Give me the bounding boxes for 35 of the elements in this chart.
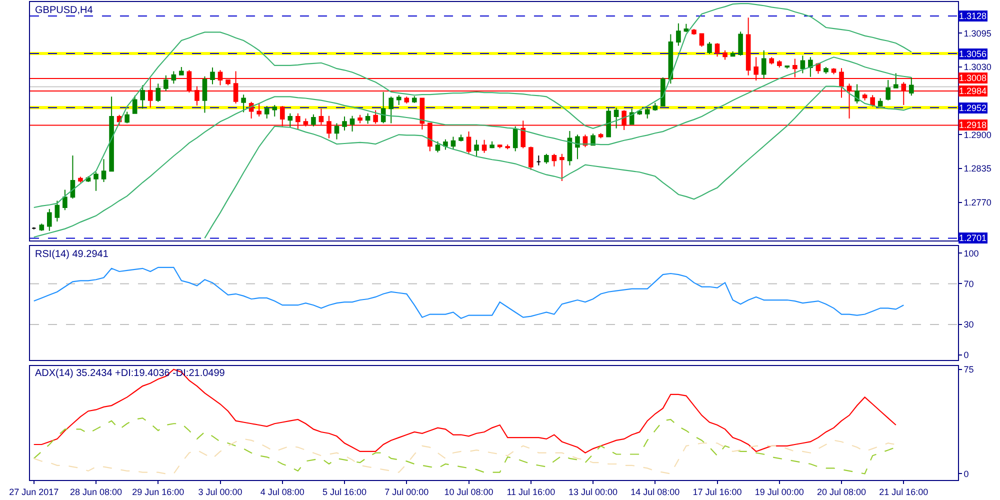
- ref-line-label: 1.2918: [959, 120, 987, 130]
- y-tick-label: 0: [964, 350, 969, 360]
- x-tick-label: 5 Jul 16:00: [322, 486, 367, 497]
- x-tick-label: 11 Jul 16:00: [506, 486, 556, 497]
- ref-line-label: 1.3008: [959, 73, 987, 83]
- ref-line-label: 1.2984: [959, 86, 987, 96]
- x-tick-label: 27 Jun 2017: [9, 486, 59, 497]
- ref-line-label: 1.3128: [959, 11, 987, 21]
- x-tick-label: 3 Jul 00:00: [198, 486, 242, 497]
- x-tick-label: 28 Jun 08:00: [70, 486, 122, 497]
- ref-line-label: 1.2701: [959, 233, 987, 243]
- ref-line-label: 1.2952: [959, 103, 987, 113]
- y-tick-label: 70: [964, 278, 974, 289]
- y-tick-label: 1.3095: [964, 28, 992, 38]
- y-tick-label: 100: [964, 248, 979, 258]
- chart-title: GBPUSD,H4: [35, 5, 94, 16]
- x-tick-label: 7 Jul 00:00: [384, 486, 429, 497]
- y-tick-label: 1.2835: [964, 164, 992, 174]
- x-tick-label: 10 Jul 08:00: [444, 486, 494, 497]
- x-tick-label: 29 Jun 16:00: [132, 486, 184, 497]
- x-tick-label: 21 Jul 16:00: [879, 486, 928, 497]
- ref-line-label: 1.3056: [959, 49, 987, 59]
- x-tick-label: 17 Jul 16:00: [692, 486, 742, 497]
- y-tick-label: 75: [964, 364, 974, 374]
- y-tick-label: 0: [964, 468, 969, 479]
- chart-title: RSI(14) 49.2941: [35, 249, 109, 260]
- y-tick-label: 30: [964, 320, 974, 330]
- x-tick-label: 14 Jul 08:00: [630, 486, 680, 497]
- y-tick-label: 1.2770: [964, 197, 992, 208]
- x-tick-label: 20 Jul 08:00: [816, 486, 866, 497]
- x-tick-label: 4 Jul 08:00: [260, 486, 304, 497]
- y-tick-label: 1.3030: [964, 62, 992, 72]
- y-tick-label: 1.2900: [964, 130, 992, 140]
- x-tick-label: 13 Jul 00:00: [568, 486, 618, 497]
- x-tick-label: 19 Jul 00:00: [754, 486, 804, 497]
